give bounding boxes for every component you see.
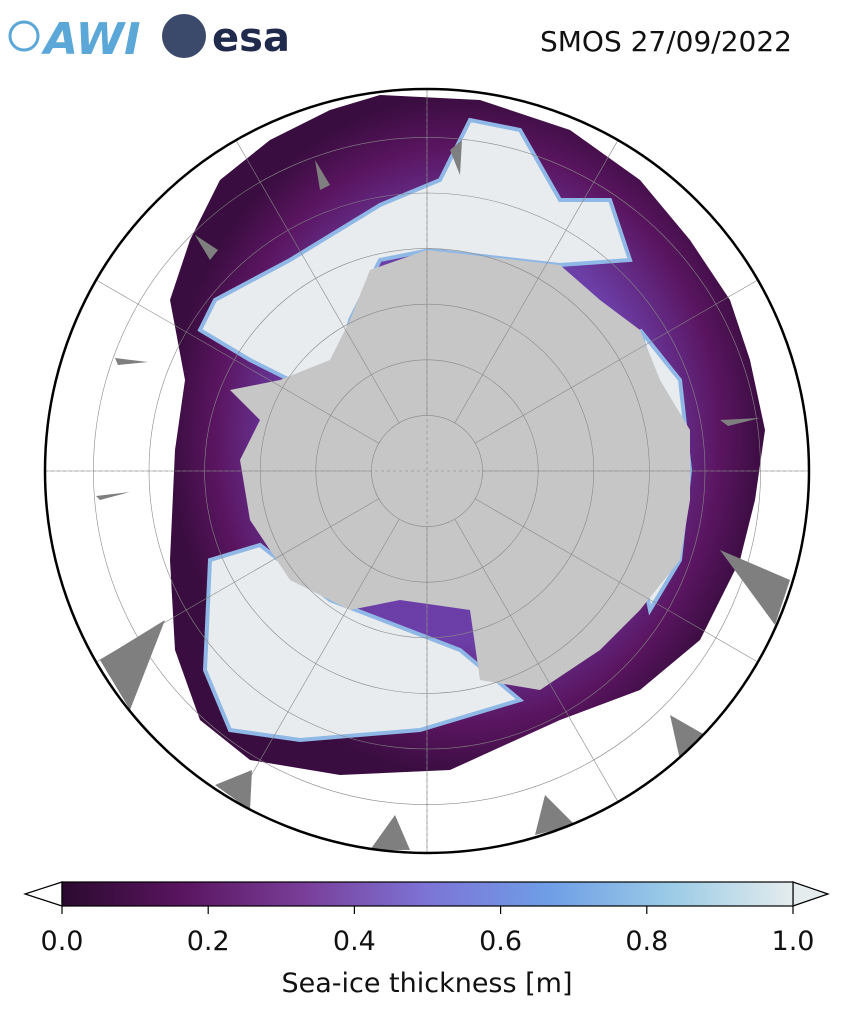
colorbar-bar	[61, 881, 794, 907]
graticule	[45, 89, 809, 853]
colorbar: Sea-ice thickness [m] 0.0 0.2 0.4 0.6 0.8 1.0	[23, 881, 830, 999]
colorbar-label: Sea-ice thickness [m]	[281, 968, 572, 999]
antarctica	[230, 250, 690, 690]
esa-icon	[162, 14, 206, 58]
colorbar-tick-label: 0.2	[187, 926, 230, 957]
colorbar-extend-low	[23, 881, 63, 907]
logos: AWI esa	[8, 14, 290, 65]
meridian	[475, 279, 758, 444]
map	[45, 89, 809, 853]
meridian	[454, 519, 619, 802]
esa-logo: esa	[212, 15, 290, 61]
meridian	[235, 519, 400, 802]
map-border	[43, 87, 811, 855]
colorbar-tick-label: 0.8	[625, 926, 668, 957]
colorbar-tick-label: 0.6	[479, 926, 522, 957]
colorbar-tick-label: 1.0	[772, 926, 815, 957]
map-title: SMOS 27/09/2022	[540, 25, 792, 58]
meridian	[96, 279, 379, 444]
awi-icon	[8, 20, 40, 52]
meridian	[475, 498, 758, 663]
colorbar-tick-label: 0.0	[41, 926, 84, 957]
colorbar-extend-high	[792, 881, 830, 907]
meridian	[454, 140, 619, 423]
colorbar-tick-label: 0.4	[333, 926, 376, 957]
awi-logo: AWI	[41, 14, 141, 65]
meridian	[235, 140, 400, 423]
